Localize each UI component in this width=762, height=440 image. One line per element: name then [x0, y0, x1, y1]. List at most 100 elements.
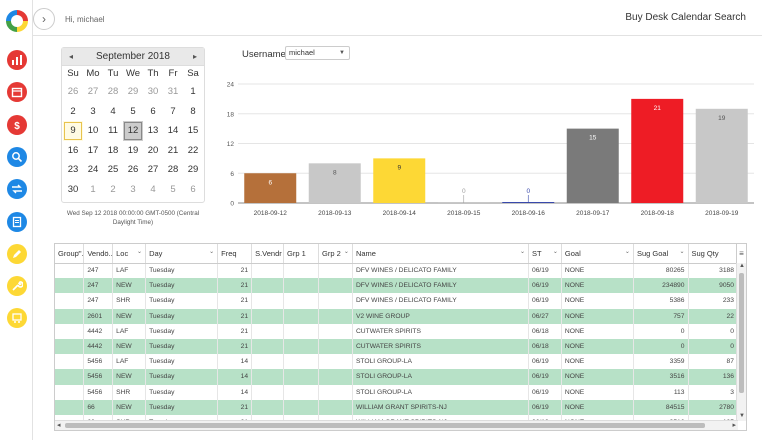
table-row[interactable]: 66 NEW Tuesday 21 WILLIAM GRANT SPIRITS-NJ 06… — [55, 399, 738, 415]
vertical-scrollbar[interactable]: ▲ ▼ — [736, 263, 746, 421]
calendar-day[interactable]: 31 — [167, 86, 179, 97]
calendar-day[interactable]: 6 — [150, 105, 156, 117]
calendar-day[interactable]: 21 — [167, 144, 179, 156]
column-header[interactable]: Grp 2 ⌄ — [318, 244, 353, 264]
calendar-day[interactable]: 28 — [167, 164, 179, 175]
column-header[interactable]: Freq — [217, 244, 253, 264]
table-row[interactable]: 247 LAF Tuesday 21 DFV WINES / DELICATO FAMI… — [55, 263, 738, 279]
calendar-day[interactable]: 28 — [107, 86, 119, 97]
calendar-day[interactable]: 27 — [87, 86, 99, 97]
column-header[interactable]: Goal ⌄ — [561, 244, 634, 264]
calendar-day[interactable]: 6 — [190, 183, 196, 195]
column-header[interactable]: ST ⌄ — [528, 244, 562, 264]
calendar-day[interactable]: 25 — [107, 164, 119, 175]
column-header[interactable]: Sug Goal ⌄ — [633, 244, 689, 264]
table-cell: 0 — [633, 338, 689, 355]
column-header[interactable]: Vendo... ⌄ — [83, 244, 114, 264]
column-header[interactable]: Day ⌄ — [145, 244, 219, 264]
calendar-day[interactable]: 16 — [67, 144, 79, 156]
vertical-scroll-thumb[interactable] — [739, 273, 744, 393]
column-dropdown-icon[interactable]: ⌄ — [552, 249, 558, 255]
calendar-day[interactable]: 19 — [127, 144, 139, 156]
calendar-day[interactable]: 29 — [187, 164, 199, 175]
calendar-day[interactable]: 5 — [170, 183, 176, 195]
calendar-day[interactable]: 2 — [70, 105, 76, 117]
column-dropdown-icon[interactable]: ⌄ — [519, 249, 525, 255]
calendar-day[interactable]: 20 — [147, 144, 159, 156]
scroll-right-icon[interactable]: ▸ — [732, 422, 736, 429]
column-dropdown-icon[interactable]: ⌄ — [75, 249, 81, 255]
table-row[interactable]: 5456 LAF Tuesday 14 STOLI GROUP-LA 06/19 NONE 3… — [55, 354, 738, 370]
column-dropdown-icon[interactable]: ⌄ — [104, 249, 110, 255]
column-dropdown-icon[interactable]: ⌄ — [137, 249, 143, 255]
calendar-day[interactable]: 1 — [90, 183, 96, 195]
transfer-icon — [12, 184, 22, 194]
calendar-day[interactable]: 14 — [167, 125, 179, 136]
calendar-day[interactable]: 1 — [190, 86, 196, 97]
column-header[interactable]: Name ⌄ — [352, 244, 529, 264]
sidebar-item-pencil[interactable] — [7, 243, 27, 264]
calendar-day[interactable]: 30 — [147, 86, 159, 97]
calendar-day[interactable]: 2 — [110, 183, 116, 195]
scroll-down-icon[interactable]: ▼ — [739, 413, 745, 419]
calendar-day[interactable]: 13 — [147, 125, 159, 136]
calendar-day[interactable]: 26 — [67, 86, 79, 97]
calendar-day[interactable]: 23 — [67, 164, 79, 175]
table-row[interactable]: 5456 SHR Tuesday 14 STOLI GROUP-LA 06/19 NONE 1… — [55, 384, 738, 400]
calendar-day[interactable]: 3 — [90, 105, 96, 117]
column-header[interactable]: S.Vendr — [251, 244, 284, 264]
scroll-left-icon[interactable]: ◂ — [57, 422, 61, 429]
column-dropdown-icon[interactable]: ⌄ — [209, 249, 215, 255]
calendar-day[interactable]: 10 — [87, 125, 99, 136]
bar-value-label: 9 — [397, 164, 401, 171]
username-select[interactable]: michael ▼ — [285, 46, 350, 60]
sidebar-toggle-button[interactable]: › — [33, 8, 55, 30]
calendar-day[interactable]: 30 — [67, 183, 79, 195]
horizontal-scroll-thumb[interactable] — [65, 423, 705, 428]
calendar-day[interactable]: 24 — [87, 164, 99, 175]
calendar-day[interactable]: 15 — [187, 125, 199, 136]
calendar-day[interactable]: 11 — [108, 125, 118, 136]
next-month-button[interactable]: ▸ — [192, 52, 197, 61]
sidebar-item-wrench[interactable] — [7, 276, 27, 297]
horizontal-scrollbar[interactable]: ◂ ▸ — [55, 420, 738, 430]
column-header[interactable]: Sug Qty — [688, 244, 738, 264]
column-header[interactable]: Grp 1 — [283, 244, 319, 264]
column-dropdown-icon[interactable]: ⌄ — [624, 249, 630, 255]
calendar-day[interactable]: 5 — [130, 105, 136, 117]
calendar-day[interactable]: 4 — [150, 183, 156, 195]
sidebar-item-dollar[interactable]: $ — [7, 114, 27, 135]
table-row[interactable]: 4442 NEW Tuesday 21 CUTWATER SPIRITS 06/18 NON… — [55, 338, 738, 355]
sidebar-item-cart[interactable] — [7, 308, 27, 329]
calendar-day[interactable]: 9 — [63, 121, 83, 141]
column-dropdown-icon[interactable]: ⌄ — [343, 249, 349, 255]
calendar-day[interactable]: 26 — [127, 164, 139, 175]
calendar-day[interactable]: 22 — [187, 144, 199, 156]
sidebar-item-transfer[interactable] — [7, 179, 27, 200]
table-row[interactable]: 247 NEW Tuesday 21 DFV WINES / DELICATO FAMI… — [55, 278, 738, 294]
column-header[interactable]: Loc ⌄ — [112, 244, 147, 264]
column-menu-button[interactable]: ≡ — [736, 244, 746, 263]
sidebar-item-calendar[interactable] — [7, 82, 27, 103]
sidebar-item-document[interactable] — [7, 211, 27, 232]
calendar-day[interactable]: 7 — [170, 105, 176, 117]
calendar-day[interactable]: 18 — [107, 144, 119, 156]
calendar-day[interactable]: 17 — [87, 144, 99, 156]
sidebar-item-search[interactable] — [7, 146, 27, 167]
calendar-day[interactable]: 12 — [123, 121, 143, 141]
calendar-day[interactable]: 29 — [127, 86, 139, 97]
column-dropdown-icon[interactable]: ⌄ — [679, 249, 685, 255]
table-row[interactable]: 247 SHR Tuesday 21 DFV WINES / DELICATO FAMI… — [55, 293, 738, 309]
table-row[interactable]: 4442 LAF Tuesday 21 CUTWATER SPIRITS 06/18 NON… — [55, 323, 738, 339]
calendar-day[interactable]: 8 — [190, 105, 196, 117]
previous-month-button[interactable]: ◂ — [68, 52, 73, 61]
table-cell: Tuesday — [145, 293, 219, 309]
calendar-day[interactable]: 3 — [130, 183, 136, 195]
column-header[interactable]: Group"...⌄ — [55, 244, 85, 264]
scroll-up-icon[interactable]: ▲ — [739, 263, 745, 269]
calendar-day[interactable]: 4 — [110, 105, 116, 117]
table-row[interactable]: 5456 NEW Tuesday 14 STOLI GROUP-LA 06/19 NONE 3… — [55, 369, 738, 385]
sidebar-item-bar-chart[interactable] — [7, 50, 27, 70]
table-row[interactable]: 2601 NEW Tuesday 21 V2 WINE GROUP 06/27 NONE 75… — [55, 308, 738, 324]
calendar-day[interactable]: 27 — [147, 164, 159, 175]
